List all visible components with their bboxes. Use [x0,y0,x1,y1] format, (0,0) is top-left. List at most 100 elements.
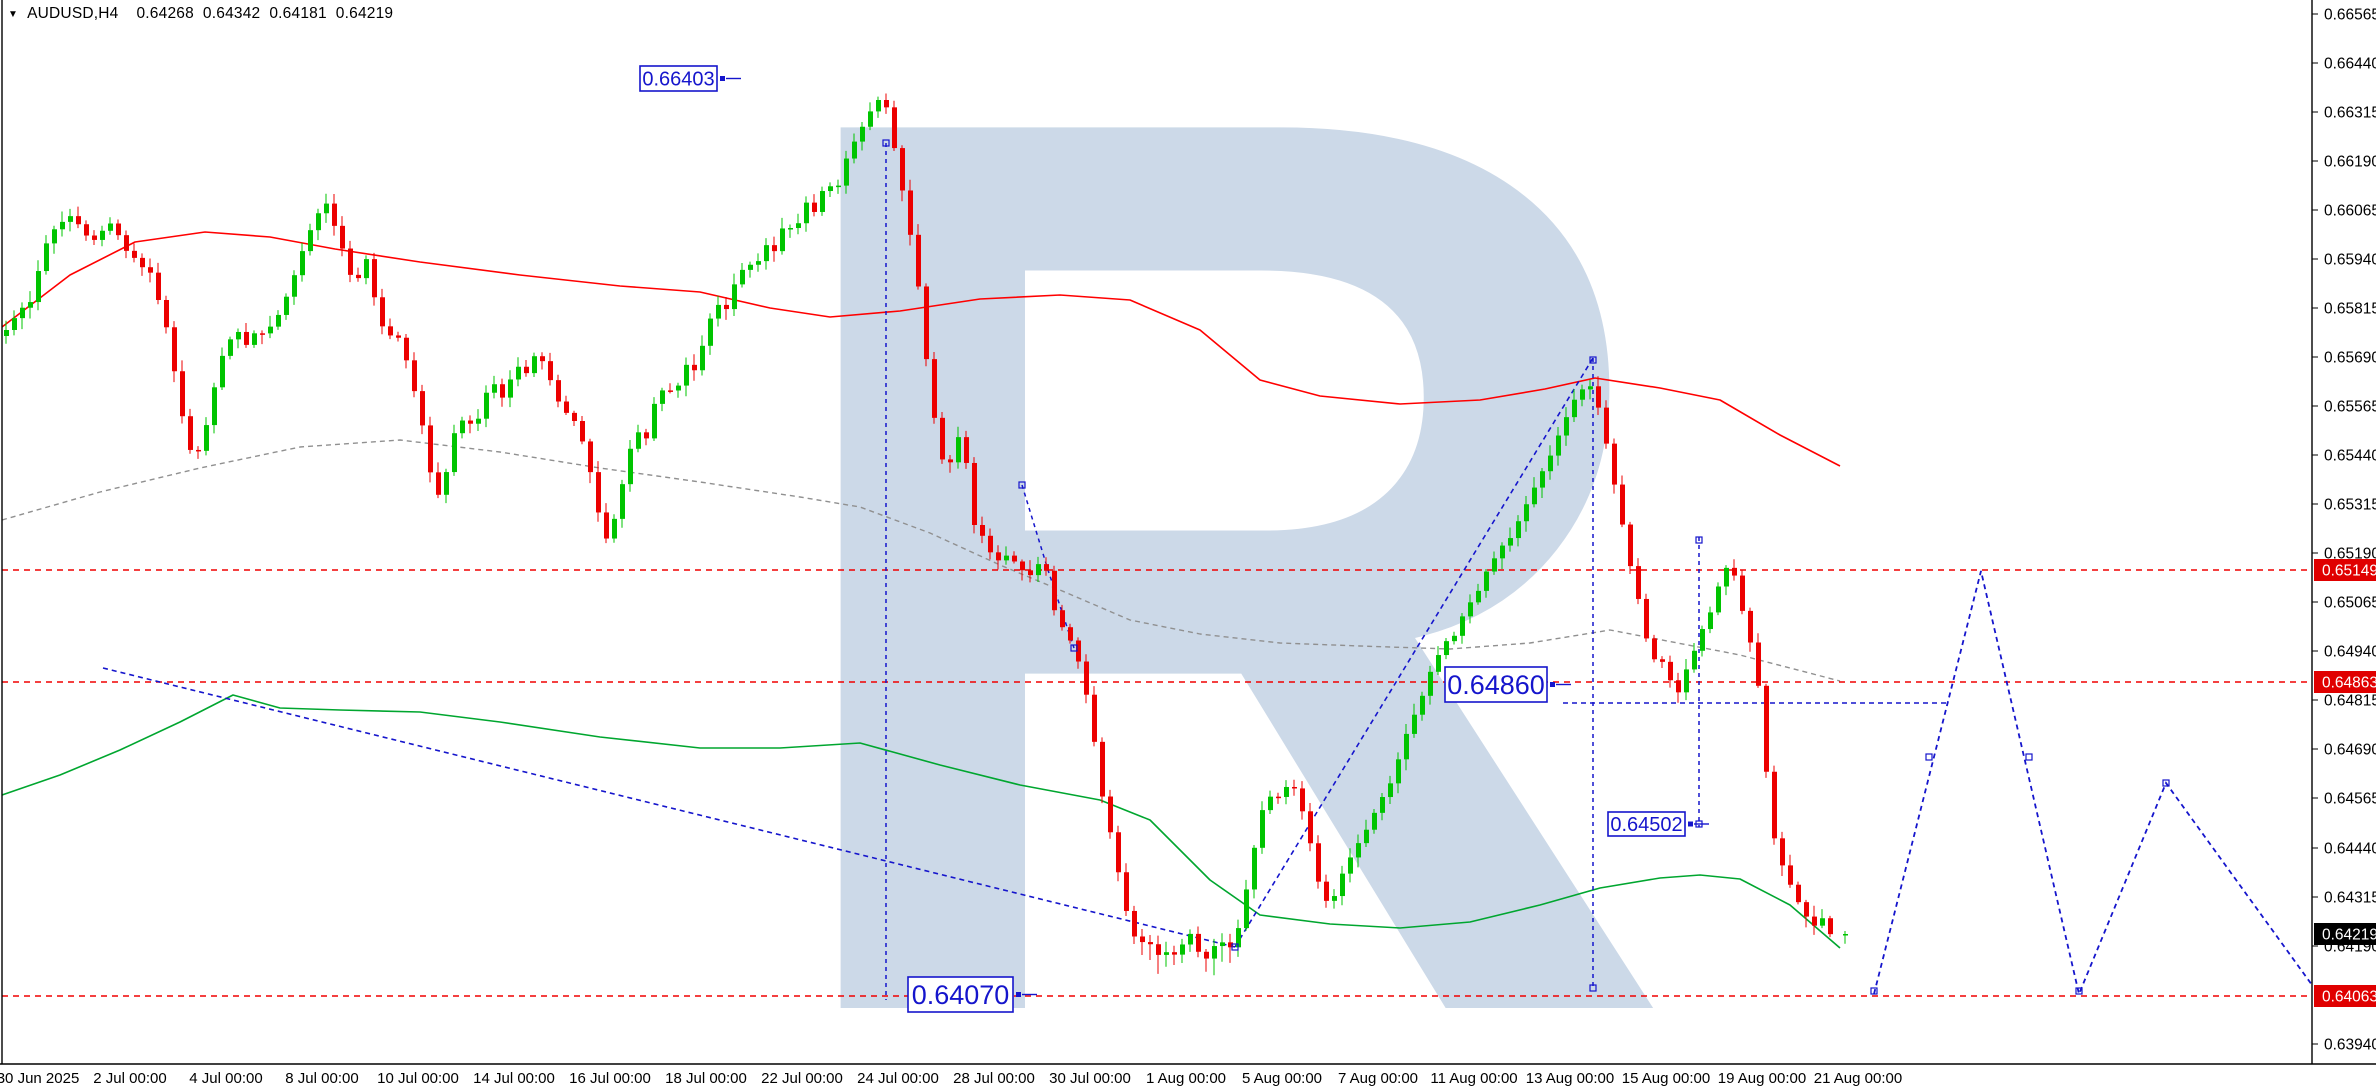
callout-anchor-handle[interactable] [1016,992,1021,997]
candle-down [1124,872,1129,911]
x-tick-label: 8 Jul 00:00 [285,1070,358,1087]
candle-down [1092,694,1097,742]
annotation-node-marker[interactable] [1925,753,1933,761]
candle-up [1820,918,1825,926]
candle-down [1756,642,1761,686]
annotation-node-marker[interactable] [2025,753,2033,761]
candle-down [972,462,977,525]
candle-down [1620,484,1625,525]
callout-0.64070[interactable]: 0.64070 [907,976,1037,1013]
ma-gray-dashed [1,439,1841,682]
annotation-node-marker[interactable] [2162,779,2170,787]
candle-down [996,552,1001,561]
candle-down [180,371,185,417]
callout-box[interactable] [907,976,1014,1013]
candle-up [1364,829,1369,844]
annotation-node-marker[interactable] [882,139,890,147]
candle-down [1612,443,1617,485]
rally-line[interactable] [1234,357,1594,948]
candle-up [844,158,849,186]
y-tick-label: 0.66440 [2324,56,2376,73]
candle-down [1316,843,1321,882]
candle-up [452,433,457,473]
annotation-node-marker[interactable] [1870,987,1878,995]
candle-down [908,190,913,235]
candle-up [612,518,617,539]
candle-down [1012,555,1017,562]
callout-box[interactable] [1607,811,1686,837]
y-tick-label: 0.64815 [2324,693,2376,710]
x-axis-area[interactable] [0,1065,2376,1090]
candle-up [1548,455,1553,472]
candle-up [228,339,233,356]
candle-up [276,314,281,327]
candle-down [604,512,609,539]
candle-up [1444,641,1449,656]
candle-up [444,472,449,495]
candle-up [532,356,537,374]
callout-text: 0.64070 [912,980,1010,1010]
annotation-node-marker[interactable] [1589,984,1597,992]
candle-down [116,223,121,236]
candle-up [308,230,313,252]
candle-up [956,437,961,463]
candle-down [1196,933,1201,952]
callout-box[interactable] [1444,666,1548,703]
annotation-node-marker[interactable] [1589,356,1597,364]
candle-down [540,356,545,362]
callout-box[interactable] [639,65,718,92]
annotation-node-marker[interactable] [1070,644,1078,652]
callout-anchor-handle[interactable] [720,76,725,81]
candle-down [692,364,697,371]
candle-up [700,345,705,371]
candle-up [684,364,689,386]
callout-0.64502[interactable]: 0.64502 [1607,811,1709,837]
x-tick-label: 28 Jul 00:00 [953,1070,1035,1087]
candle-down [596,472,601,513]
callout-0.64860[interactable]: 0.64860 [1444,666,1571,703]
candle-up [252,333,257,345]
candle-up [1244,889,1249,929]
y-axis-area[interactable] [2313,0,2376,1090]
candle-down [812,202,817,212]
candle-down [148,267,153,273]
candle-up [1404,733,1409,760]
candle-up [36,271,41,303]
candle-up [652,403,657,439]
candle-down [1172,952,1177,955]
price-badge-0.64863 [2314,671,2376,693]
annotation-node-marker[interactable] [2075,987,2083,995]
candle-up [1396,759,1401,784]
candle-up [804,202,809,224]
candle-up [52,229,57,244]
y-tick-label: 0.64690 [2324,742,2376,759]
candle-up [1492,558,1497,572]
candle-up [1476,590,1481,603]
x-tick-label: 22 Jul 00:00 [761,1070,843,1087]
callout-anchor-handle[interactable] [1550,682,1555,687]
candle-down [1068,627,1073,641]
annotation-node-marker[interactable] [1231,943,1239,951]
candle-up [68,216,73,222]
x-tick-label: 15 Aug 00:00 [1622,1070,1710,1087]
candle-down [1644,598,1649,639]
callout-anchor-handle[interactable] [1688,821,1693,827]
candle-down [140,257,145,268]
candle-down [1140,936,1145,943]
candle-up [868,111,873,127]
x-tick-label: 11 Aug 00:00 [1430,1070,1517,1087]
candle-up [28,302,33,308]
candle-down [1276,796,1281,799]
candle-up [1524,504,1529,522]
projection-zigzag[interactable] [1873,570,2313,997]
annotation-node-marker[interactable] [1018,481,1026,489]
annotation-node-marker[interactable] [1695,536,1703,544]
candle-up [828,186,833,192]
symbol-dropdown-icon[interactable]: ▼ [8,8,19,20]
callout-0.66403[interactable]: 0.66403 [639,65,741,92]
y-tick-label: 0.65315 [2324,497,2376,514]
callout-text: 0.66403 [642,69,714,91]
candle-up [100,230,105,240]
candle-down [572,412,577,421]
